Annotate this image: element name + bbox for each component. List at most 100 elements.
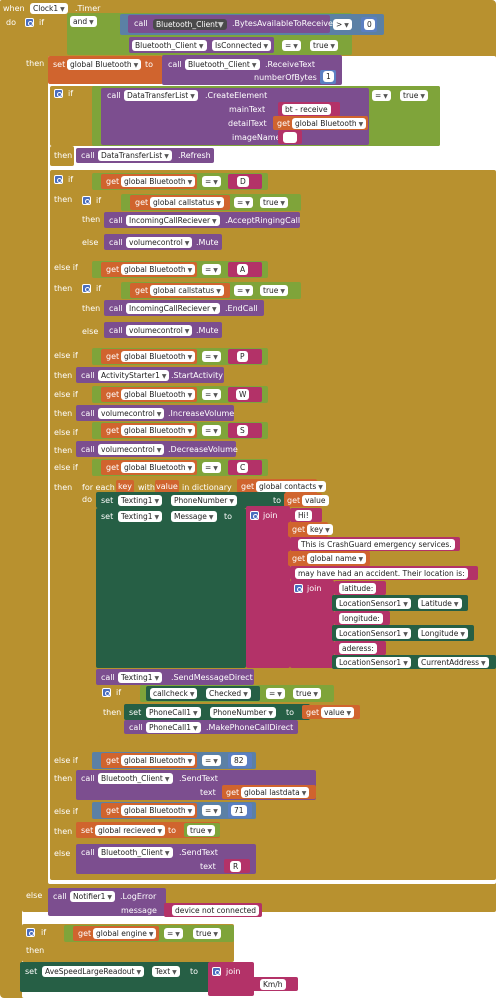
- true-dropdown[interactable]: true ▼: [293, 688, 322, 699]
- mutator-gear-icon[interactable]: [250, 511, 259, 520]
- activity-starter-dropdown[interactable]: ActivityStarter1 ▼: [98, 370, 170, 381]
- mutator-gear-icon[interactable]: [25, 18, 34, 27]
- join-block[interactable]: [246, 506, 290, 668]
- eq-dropdown[interactable]: = ▼: [202, 462, 221, 473]
- p-value[interactable]: P: [237, 351, 248, 362]
- location-sensor-dropdown[interactable]: LocationSensor1 ▼: [336, 657, 411, 668]
- eq-dropdown[interactable]: = ▼: [202, 264, 221, 275]
- global-callstatus-dropdown[interactable]: global callstatus ▼: [150, 197, 224, 208]
- true-dropdown[interactable]: true ▼: [193, 928, 222, 939]
- is-connected-dropdown[interactable]: IsConnected ▼: [212, 40, 272, 51]
- latitude-dropdown[interactable]: Latitude ▼: [418, 598, 462, 609]
- s-value[interactable]: S: [237, 425, 248, 436]
- bt-receive-value[interactable]: bt - receive: [282, 104, 331, 115]
- true-dropdown[interactable]: true ▼: [260, 197, 289, 208]
- eq-dropdown[interactable]: = ▼: [202, 389, 221, 400]
- key-dropdown[interactable]: key ▼: [307, 524, 333, 535]
- value-param[interactable]: [155, 480, 179, 493]
- location-sensor-dropdown[interactable]: LocationSensor1 ▼: [336, 598, 411, 609]
- global-bluetooth-dropdown[interactable]: global Bluetooth ▼: [121, 176, 196, 187]
- global-contacts-dropdown[interactable]: global contacts ▼: [256, 481, 326, 492]
- one-value[interactable]: 1: [323, 71, 334, 82]
- volumecontrol-dropdown[interactable]: volumecontrol ▼: [126, 237, 193, 248]
- global-callstatus-dropdown[interactable]: global callstatus ▼: [150, 285, 224, 296]
- mutator-gear-icon[interactable]: [102, 688, 111, 697]
- location-sensor-dropdown[interactable]: LocationSensor1 ▼: [336, 628, 411, 639]
- clock-dropdown[interactable]: Clock1 ▼: [30, 3, 68, 14]
- datatransferlist-dropdown[interactable]: DataTransferList ▼: [98, 150, 172, 161]
- mutator-gear-icon[interactable]: [212, 967, 221, 976]
- mutator-gear-icon[interactable]: [54, 89, 63, 98]
- texting1-dropdown[interactable]: Texting1 ▼: [118, 672, 163, 683]
- eq-dropdown[interactable]: = ▼: [202, 805, 221, 816]
- eq-dropdown[interactable]: = ▼: [234, 197, 253, 208]
- value-dropdown[interactable]: value ▼: [321, 707, 355, 718]
- volumecontrol-dropdown[interactable]: volumecontrol ▼: [98, 408, 165, 419]
- mutator-gear-icon[interactable]: [82, 284, 91, 293]
- c-value[interactable]: C: [237, 462, 249, 473]
- value-dropdown[interactable]: value: [302, 495, 329, 506]
- true-dropdown[interactable]: true ▼: [400, 90, 429, 101]
- text-prop-dropdown[interactable]: Text ▼: [152, 966, 180, 977]
- global-bluetooth-dropdown[interactable]: global Bluetooth ▼: [121, 425, 196, 436]
- a-value[interactable]: A: [237, 264, 249, 275]
- phone-number-dropdown[interactable]: PhoneNumber ▼: [210, 707, 276, 718]
- n82-value[interactable]: 82: [231, 755, 247, 766]
- mutator-gear-icon[interactable]: [26, 928, 35, 937]
- global-bluetooth-dropdown[interactable]: global Bluetooth ▼: [121, 755, 196, 766]
- true-dropdown[interactable]: true ▼: [187, 825, 216, 836]
- checked-dropdown[interactable]: Checked ▼: [206, 688, 251, 699]
- crashguard-value[interactable]: This is CrashGuard emergency services.: [298, 539, 455, 550]
- global-engine-dropdown[interactable]: global engine ▼: [93, 928, 157, 939]
- bt-client-dropdown[interactable]: Bluetooth_Client▼: [153, 19, 227, 30]
- inner-join-block[interactable]: [290, 580, 334, 668]
- datatransferlist-dropdown[interactable]: DataTransferList ▼: [124, 90, 198, 101]
- mutator-gear-icon[interactable]: [54, 175, 63, 184]
- empty-value[interactable]: [283, 132, 297, 143]
- incoming-call-dropdown[interactable]: IncomingCallReciever ▼: [126, 215, 220, 226]
- eq-dropdown[interactable]: = ▼: [372, 90, 391, 101]
- message-dropdown[interactable]: Message ▼: [171, 511, 217, 522]
- w-value[interactable]: W: [236, 389, 250, 400]
- eq-dropdown[interactable]: = ▼: [202, 351, 221, 362]
- global-bluetooth-dropdown[interactable]: global Bluetooth ▼: [121, 462, 196, 473]
- eq-dropdown[interactable]: = ▼: [202, 176, 221, 187]
- true-dropdown[interactable]: true ▼: [260, 285, 289, 296]
- phonecall1-dropdown[interactable]: PhoneCall1 ▼: [146, 722, 201, 733]
- current-address-dropdown[interactable]: CurrentAddress ▼: [418, 657, 489, 668]
- eq-dropdown[interactable]: = ▼: [234, 285, 253, 296]
- global-bluetooth-dropdown[interactable]: global Bluetooth ▼: [121, 351, 196, 362]
- global-bluetooth-dropdown[interactable]: global Bluetooth ▼: [67, 59, 142, 70]
- global-bluetooth-dropdown[interactable]: global Bluetooth ▼: [121, 805, 196, 816]
- not-connected-value[interactable]: device not connected: [172, 905, 259, 916]
- global-recieved-dropdown[interactable]: global recieved ▼: [95, 825, 166, 836]
- phone-number-dropdown[interactable]: PhoneNumber ▼: [171, 495, 237, 506]
- longitude-label-value[interactable]: longitude:: [339, 613, 383, 624]
- d-value[interactable]: D: [237, 176, 249, 187]
- set-message-block[interactable]: [96, 508, 246, 668]
- kmh-value[interactable]: Km/h: [260, 979, 286, 990]
- global-lastdata-dropdown[interactable]: global lastdata ▼: [241, 787, 310, 798]
- global-bluetooth-dropdown[interactable]: global Bluetooth ▼: [292, 118, 367, 129]
- longitude-dropdown[interactable]: Longitude ▼: [418, 628, 468, 639]
- global-bluetooth-dropdown[interactable]: global Bluetooth ▼: [121, 264, 196, 275]
- mutator-gear-icon[interactable]: [82, 196, 91, 205]
- avespeed-dropdown[interactable]: AveSpeedLargeReadout ▼: [42, 966, 145, 977]
- r-value[interactable]: R: [230, 861, 242, 872]
- accident-value[interactable]: may have had an accident. Their location…: [295, 568, 468, 579]
- bt-client-dropdown[interactable]: Bluetooth_Client▼: [98, 847, 173, 858]
- gt-dropdown[interactable]: > ▼: [333, 19, 352, 30]
- mutator-gear-icon[interactable]: [294, 584, 303, 593]
- and-dropdown[interactable]: and ▼: [70, 16, 97, 27]
- address-label-value[interactable]: aderess:: [339, 643, 377, 654]
- key-param[interactable]: [116, 480, 134, 493]
- texting1-dropdown[interactable]: Texting1 ▼: [118, 495, 163, 506]
- n71-value[interactable]: 71: [231, 805, 247, 816]
- phonecall1-dropdown[interactable]: PhoneCall1 ▼: [146, 707, 201, 718]
- bt-client-dropdown-2[interactable]: Bluetooth_Client ▼: [132, 40, 207, 51]
- incoming-call-dropdown[interactable]: IncomingCallReciever ▼: [126, 303, 220, 314]
- true-dropdown[interactable]: true ▼: [310, 40, 339, 51]
- callcheck-dropdown[interactable]: callcheck ▼: [150, 688, 198, 699]
- eq-dropdown[interactable]: = ▼: [164, 928, 183, 939]
- texting1-dropdown[interactable]: Texting1 ▼: [118, 511, 163, 522]
